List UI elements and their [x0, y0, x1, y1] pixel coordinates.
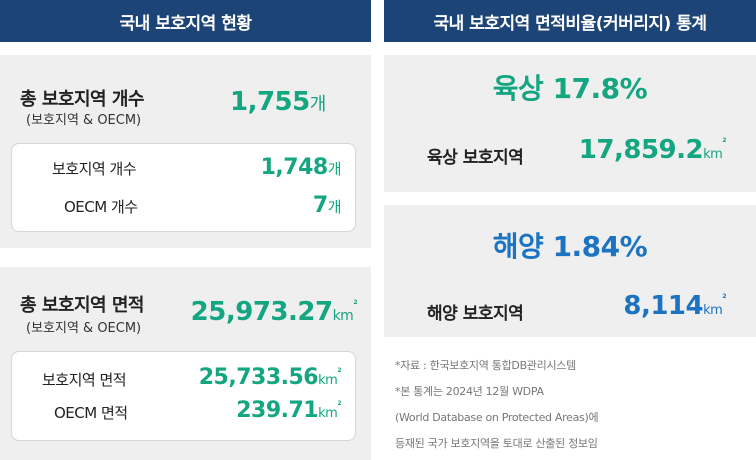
marine-area-label: 해양 보호지역 [427, 304, 524, 324]
marine-ratio-label: 해양 [492, 230, 544, 263]
area-total-number: 25,973.27 [190, 297, 333, 327]
oecm-area-unit-sup: 2 [337, 400, 341, 407]
right-header: 국내 보호지역 면적비율(커버리지) 통계 [384, 0, 756, 42]
land-ratio-label: 육상 [492, 72, 544, 105]
area-total-title: 총 보호지역 면적 [20, 295, 144, 316]
count-total-unit: 개 [309, 94, 327, 115]
marine-area-unit: km [703, 303, 723, 318]
marine-area-value: 8,114km 2 [623, 291, 726, 321]
protected-area-number: 25,733.56 [198, 365, 319, 390]
land-area-label: 육상 보호지역 [427, 148, 524, 168]
oecm-area-label: OECM 면적 [54, 404, 128, 422]
land-area-number: 17,859.2 [578, 135, 704, 165]
left-header-title: 국내 보호지역 현황 [119, 13, 252, 34]
land-area-unit-sup: 2 [722, 137, 726, 144]
oecm-area-value: 239.71km2 [236, 398, 341, 423]
oecm-count-label: OECM 개수 [64, 198, 138, 216]
oecm-count-number: 7 [312, 193, 328, 218]
area-breakdown-box: 보호지역 면적 25,733.56km2 OECM 면적 239.71km2 [11, 351, 356, 441]
oecm-count-value: 7개 [312, 193, 342, 218]
area-total-unit: km [332, 308, 354, 324]
count-total-subtitle: (보호지역 & OECM) [26, 113, 142, 128]
land-area-value: 17,859.2km 2 [578, 135, 727, 165]
count-total-title: 총 보호지역 개수 [20, 89, 144, 110]
area-total-subtitle: (보호지역 & OECM) [26, 321, 142, 336]
land-ratio: 육상 17.8% [384, 67, 756, 107]
oecm-area-number: 239.71 [236, 398, 319, 423]
land-panel: 육상 17.8% 육상 보호지역 17,859.2km 2 [384, 55, 756, 192]
count-breakdown-box: 보호지역 개수 1,748개 OECM 개수 7개 [11, 143, 356, 232]
oecm-area-unit: km [318, 406, 338, 421]
note-basis: *본 통계는 2024년 12월 WDPA [395, 385, 544, 398]
protected-area-label: 보호지역 면적 [42, 371, 127, 389]
protected-count-number: 1,748 [260, 155, 329, 180]
area-total-unit-sup: 2 [353, 299, 357, 306]
marine-ratio: 해양 1.84% [384, 225, 756, 265]
protected-count-label: 보호지역 개수 [52, 160, 137, 178]
land-ratio-value: 17.8% [552, 72, 648, 105]
marine-panel: 해양 1.84% 해양 보호지역 8,114km 2 [384, 205, 756, 337]
marine-ratio-value: 1.84% [552, 230, 648, 263]
protected-count-value: 1,748개 [260, 155, 342, 180]
marine-area-number: 8,114 [623, 291, 704, 321]
note-wdpa: (World Database on Protected Areas)에 [395, 411, 599, 424]
count-total-value: 1,755개 [230, 87, 326, 117]
land-area-unit: km [703, 147, 723, 162]
protected-area-unit-sup: 2 [337, 367, 341, 374]
note-source: *자료 : 한국보호지역 통합DB관리시스템 [395, 359, 576, 372]
protected-count-unit: 개 [327, 160, 342, 178]
count-total-number: 1,755 [230, 87, 310, 117]
note-derived: 등재된 국가 보호지역을 토대로 산출된 정보임 [395, 437, 598, 450]
right-header-title: 국내 보호지역 면적비율(커버리지) 통계 [433, 13, 707, 34]
marine-area-unit-sup: 2 [722, 293, 726, 300]
protected-area-unit: km [318, 373, 338, 388]
count-panel: 총 보호지역 개수 (보호지역 & OECM) 1,755개 보호지역 개수 1… [0, 55, 371, 248]
oecm-count-unit: 개 [327, 198, 342, 216]
left-header: 국내 보호지역 현황 [0, 0, 371, 42]
area-total-value: 25,973.27km 2 [190, 297, 358, 327]
area-panel: 총 보호지역 면적 (보호지역 & OECM) 25,973.27km2 보호지… [0, 267, 371, 460]
protected-area-value: 25,733.56km2 [198, 365, 342, 390]
